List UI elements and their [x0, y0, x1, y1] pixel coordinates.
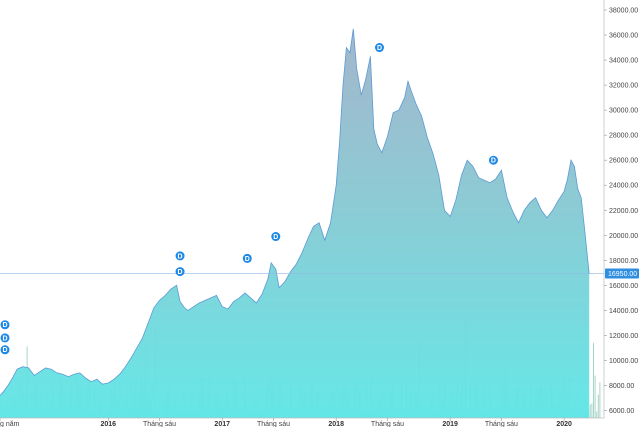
price-area [0, 28, 590, 419]
dividend-marker[interactable] [0, 345, 10, 355]
x-tick-label: Tháng sáu [257, 421, 290, 427]
dividend-marker[interactable] [0, 320, 10, 330]
y-tick-label: 12000.00 [609, 333, 638, 340]
dividend-marker[interactable] [175, 267, 185, 277]
y-tick-label: 28000.00 [609, 133, 638, 140]
dividend-marker-label: D [245, 256, 250, 263]
dividend-marker[interactable] [488, 155, 498, 165]
y-tick-label: 8000.00 [609, 383, 634, 390]
dividend-marker-label: D [178, 253, 183, 260]
dividend-marker-label: D [2, 347, 7, 354]
current-price-tag: 16950.00 [605, 268, 639, 279]
y-tick-label: 34000.00 [609, 58, 638, 65]
x-tick-label: Tháng sáu [143, 421, 176, 427]
y-tick-label: 36000.00 [609, 33, 638, 40]
dividend-marker-label: D [2, 322, 7, 329]
x-tick-label: Tháng sáu [485, 421, 518, 427]
x-tick-label: g năm [0, 421, 20, 427]
dividend-marker-label: D [178, 269, 183, 276]
volume-bar [593, 342, 594, 418]
dividend-marker[interactable] [175, 251, 185, 261]
dividend-marker-label: D [377, 45, 382, 52]
volume-bar [599, 382, 601, 418]
y-axis: 6000.00 8000.00 10000.00 12000.00 14000.00 16… [604, 8, 638, 415]
x-tick-label: 2019 [442, 421, 458, 427]
x-tick-label: Tháng sáu [371, 421, 404, 427]
current-price-label: 16950.00 [608, 271, 637, 278]
x-tick-label: 2016 [100, 421, 116, 427]
x-axis: g năm 2016 Tháng sáu 2017 Tháng sáu 2018 Tháng… [0, 418, 572, 427]
y-tick-label: 14000.00 [609, 308, 638, 315]
y-tick-label: 22000.00 [609, 208, 638, 215]
y-tick-label: 38000.00 [609, 8, 638, 15]
volume-bar [594, 375, 596, 418]
y-tick-label: 16000.00 [609, 283, 638, 290]
volume-bar [596, 411, 598, 418]
current-price-badge [605, 268, 639, 279]
y-tick-label: 30000.00 [609, 108, 638, 115]
y-tick-label: 10000.00 [609, 358, 638, 365]
dividend-marker[interactable] [0, 333, 10, 343]
x-tick-label: 2018 [328, 421, 344, 427]
x-tick-label: 2020 [556, 421, 572, 427]
dividend-marker[interactable] [271, 232, 281, 242]
dividend-marker[interactable] [374, 43, 384, 53]
y-tick-label: 20000.00 [609, 233, 638, 240]
y-tick-label: 32000.00 [609, 83, 638, 90]
dividend-marker-label: D [491, 158, 496, 165]
dividend-marker-label: D [2, 335, 7, 342]
dividend-marker[interactable] [242, 253, 252, 263]
y-tick-label: 24000.00 [609, 183, 638, 190]
volume-bar [597, 394, 599, 418]
x-tick-label: 2017 [214, 421, 230, 427]
y-tick-label: 26000.00 [609, 158, 638, 165]
price-line [0, 28, 590, 396]
volume-bar [591, 403, 593, 418]
y-tick-label: 6000.00 [609, 408, 634, 415]
volume-bar [589, 404, 591, 418]
dividend-marker-label: D [273, 234, 278, 241]
y-tick-label: 18000.00 [609, 258, 638, 265]
